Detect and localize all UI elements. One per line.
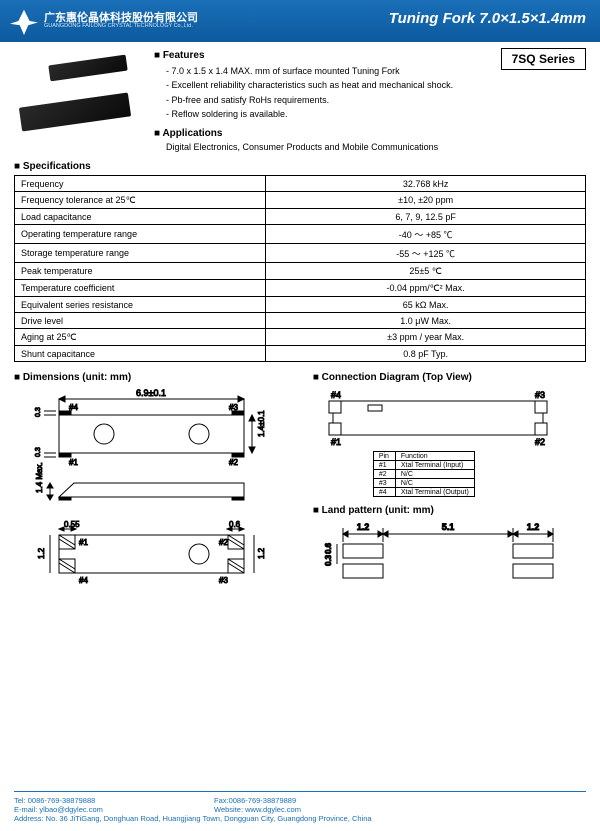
table-row: Temperature coefficient-0.04 ppm/℃² Max. <box>15 280 586 297</box>
feature-item: Excellent reliability characteristics su… <box>166 78 586 92</box>
page-title: Tuning Fork 7.0×1.5×1.4mm <box>389 10 586 27</box>
series-label: 7SQ Series <box>501 48 586 70</box>
table-row: Operating temperature range-40 ～ +85 ℃ <box>15 225 586 244</box>
svg-text:1.2: 1.2 <box>527 522 540 532</box>
dimensions-diagram: 6.9±0.1 #4 #3 #1 #2 <box>14 387 301 602</box>
page-footer: Tel: 0086-769-38879888 Fax:0086-769-3887… <box>0 787 600 831</box>
svg-text:#4: #4 <box>79 576 88 585</box>
connection-diagram: #4 #3 #1 #2 <box>313 387 586 447</box>
svg-text:0.3: 0.3 <box>324 554 333 566</box>
svg-text:#1: #1 <box>331 437 341 447</box>
applications-text: Digital Electronics, Consumer Products a… <box>154 142 586 152</box>
table-row: Peak temperature25±5 ℃ <box>15 263 586 280</box>
feature-item: Reflow soldering is available. <box>166 107 586 121</box>
svg-text:#1: #1 <box>79 538 88 547</box>
svg-text:1.2: 1.2 <box>257 547 266 559</box>
table-row: Storage temperature range-55 ～ +125 ℃ <box>15 244 586 263</box>
table-row: Equivalent series resistance65 kΩ Max. <box>15 297 586 313</box>
svg-text:5.1: 5.1 <box>442 522 455 532</box>
feature-item: Pb-free and satisfy RoHs requirements. <box>166 93 586 107</box>
footer-fax: Fax:0086-769-38879889 <box>214 796 296 805</box>
logo-icon <box>10 7 38 35</box>
logo-area: 广东惠伦晶体科技股份有限公司 GUANGDONG FAILONG CRYSTAL… <box>10 7 198 35</box>
applications-head: Applications <box>154 128 586 139</box>
svg-text:1.2: 1.2 <box>357 522 370 532</box>
footer-web: Website: www.dgylec.com <box>214 805 301 814</box>
table-row: Frequency tolerance at 25℃±10, ±20 ppm <box>15 192 586 209</box>
svg-text:0.3: 0.3 <box>35 407 42 417</box>
svg-text:0.3: 0.3 <box>35 447 42 457</box>
svg-text:#2: #2 <box>219 538 228 547</box>
svg-text:6.9±0.1: 6.9±0.1 <box>136 388 166 398</box>
land-pattern-diagram: 1.2 5.1 1.2 0.6 0.3 <box>313 520 586 585</box>
product-photo <box>14 48 144 153</box>
svg-text:#2: #2 <box>535 437 545 447</box>
svg-text:#2: #2 <box>229 458 238 467</box>
table-row: Shunt capacitance0.8 pF Typ. <box>15 346 586 362</box>
svg-text:0.6: 0.6 <box>324 542 333 554</box>
pin-function-table: PinFunction #1Xtal Terminal (Input) #2N/… <box>373 451 475 497</box>
footer-tel: Tel: 0086-769-38879888 <box>14 796 214 805</box>
svg-text:#3: #3 <box>229 403 238 412</box>
dimensions-head: Dimensions (unit: mm) <box>14 372 301 383</box>
table-row: Frequency32.768 kHz <box>15 176 586 192</box>
specs-table: Frequency32.768 kHzFrequency tolerance a… <box>14 175 586 362</box>
land-pattern-head: Land pattern (unit: mm) <box>313 505 586 516</box>
svg-text:1.4±0.1: 1.4±0.1 <box>257 410 266 437</box>
table-row: Aging at 25℃±3 ppm / year Max. <box>15 329 586 346</box>
table-row: Load capacitance6, 7, 9, 12.5 pF <box>15 209 586 225</box>
features-list: 7.0 x 1.5 x 1.4 MAX. mm of surface mount… <box>154 64 586 122</box>
connection-head: Connection Diagram (Top View) <box>313 372 586 383</box>
svg-text:#1: #1 <box>69 458 78 467</box>
footer-email: E-mail: ylbao@dgylec.com <box>14 805 214 814</box>
specs-head: Specifications <box>14 161 586 172</box>
svg-text:#4: #4 <box>69 403 78 412</box>
svg-text:#4: #4 <box>331 390 341 400</box>
page-header: 广东惠伦晶体科技股份有限公司 GUANGDONG FAILONG CRYSTAL… <box>0 0 600 42</box>
company-name-en: GUANGDONG FAILONG CRYSTAL TECHNOLOGY Co.… <box>44 24 198 30</box>
table-row: Drive level1.0 μW Max. <box>15 313 586 329</box>
svg-text:1.2: 1.2 <box>37 547 46 559</box>
svg-text:#3: #3 <box>219 576 228 585</box>
footer-address: Address: No. 36 JiTiGang, Donghuan Road,… <box>14 814 586 823</box>
svg-text:1.4 Max.: 1.4 Max. <box>35 462 44 493</box>
svg-text:#3: #3 <box>535 390 545 400</box>
